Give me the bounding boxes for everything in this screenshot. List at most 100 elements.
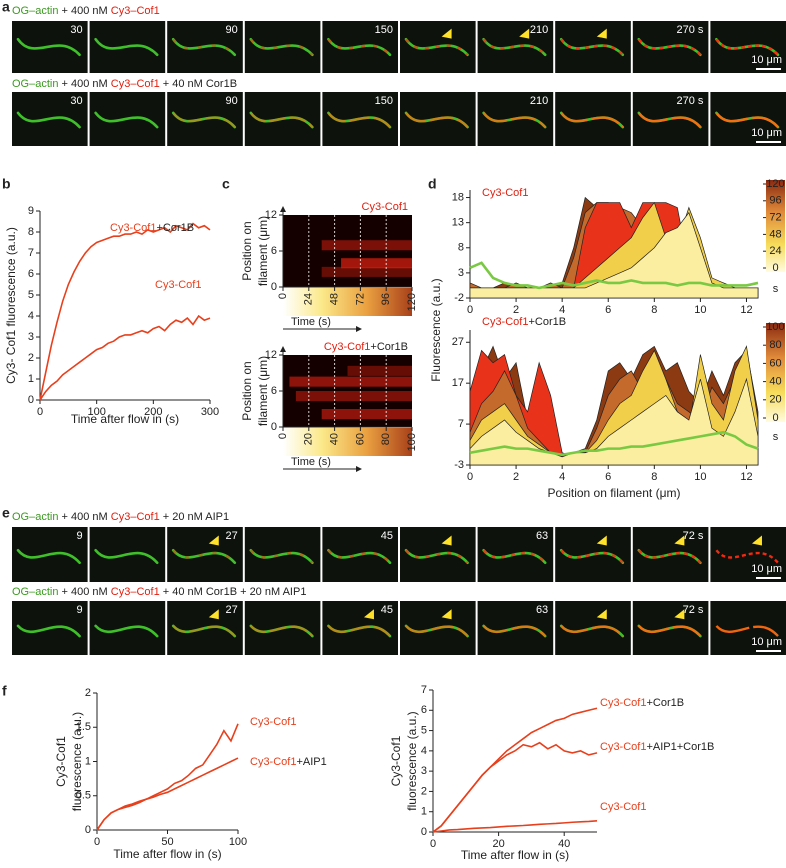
arrowhead — [674, 535, 685, 546]
x-tick-label: 300 — [201, 406, 219, 418]
data-line — [432, 820, 598, 833]
cofilin-signal — [249, 112, 314, 128]
kymograph-image — [283, 215, 412, 287]
y-tick-label: 7 — [421, 684, 427, 696]
x-tick-label: 12 — [740, 304, 752, 316]
y-tick-label: 27 — [452, 336, 464, 348]
time-label: 150 — [375, 24, 393, 36]
filament — [16, 37, 81, 57]
time-label: 270 s — [676, 95, 703, 107]
cofilin-signal — [637, 549, 702, 564]
scale-label: 10 μm — [751, 636, 782, 648]
title-part: + 400 nM — [58, 586, 110, 598]
data-line — [469, 430, 759, 457]
y-tick-label: 6 — [421, 704, 427, 716]
y-axis-label: Fluorescence (a.u.) — [429, 278, 443, 381]
cofilin-signal — [560, 112, 624, 128]
title-part: OG–actin — [12, 511, 58, 523]
label-part: Cy3-Cof1 — [600, 741, 646, 753]
x-tick-label: 10 — [694, 304, 706, 316]
y-tick-label: 3 — [28, 331, 34, 343]
x-tick-label: 0 — [37, 406, 43, 418]
y-tick-label: 4 — [28, 310, 34, 322]
x-tick-label: 10 — [694, 471, 706, 483]
cofilin-signal — [327, 625, 391, 637]
label-part: Cy3-Cof1 — [250, 716, 296, 728]
y-tick-label: 0 — [271, 421, 277, 433]
kymograph-band — [321, 240, 412, 251]
x-tick-label: 6 — [605, 304, 611, 316]
chart-title: Cy3-Cof1 — [362, 201, 408, 213]
colorbar-tick-label: 40 — [769, 376, 781, 388]
y-tick-label: 9 — [28, 205, 34, 217]
y-tick-label: 6 — [271, 245, 277, 257]
cofilin-signal — [482, 112, 547, 128]
x-tick-label: 0 — [467, 471, 473, 483]
row-title: OG–actin + 400 nM Cy3–Cof1 + 40 nM Cor1B… — [12, 586, 306, 598]
y-tick-label: -2 — [454, 292, 464, 304]
filament — [16, 548, 81, 565]
label-part: +Cor1B — [528, 316, 566, 328]
colorbar-tick-label: 20 — [769, 394, 781, 406]
y-tick-label: 12 — [265, 209, 277, 221]
time-label: 27 — [226, 530, 238, 542]
cofilin-signal — [405, 112, 469, 128]
x-tick-label: 8 — [651, 471, 657, 483]
y-tick-label: 18 — [452, 191, 464, 203]
colorbar-tick-label: 0 — [772, 412, 778, 424]
label-part: Cy3-Cof1 — [324, 341, 370, 353]
y-tick-label: -3 — [454, 459, 464, 471]
colorbar-tick-label: 80 — [769, 339, 781, 351]
arrowhead — [208, 609, 219, 620]
y-tick-label: 1.5 — [76, 721, 91, 733]
x-tick-label: 2 — [513, 471, 519, 483]
scale-label: 10 μm — [751, 563, 782, 575]
cofilin-signal — [249, 625, 314, 637]
x-tick-label: 4 — [559, 471, 565, 483]
y-axis-label: fluorescence (a.u.) — [405, 711, 419, 810]
panel-label: d — [428, 176, 437, 192]
label-part: Cy3-Cof1 — [110, 222, 156, 234]
y-axis-label: filament (μm) — [256, 216, 270, 286]
data-area — [469, 377, 759, 466]
x-tick-label: 0 — [277, 293, 289, 299]
data-line — [39, 314, 211, 401]
x-tick-label: 96 — [380, 293, 392, 305]
colorbar-tick-label: 96 — [769, 195, 781, 207]
label-part: Cy3-Cof1 — [482, 316, 528, 328]
time-label: 63 — [536, 530, 548, 542]
row-title: OG–actin + 400 nM Cy3–Cof1 + 20 nM AIP1 — [12, 511, 229, 523]
y-tick-label: 6 — [271, 385, 277, 397]
label-part: Cy3-Cof1 — [155, 279, 201, 291]
label-part: Cy3-Cof1 — [482, 187, 528, 199]
filament — [16, 624, 81, 638]
time-label: 9 — [76, 604, 82, 616]
x-axis-label: Time after flow in (s) — [113, 847, 221, 861]
y-tick-label: 7 — [458, 418, 464, 430]
filament — [94, 548, 159, 565]
time-label: 150 — [375, 95, 393, 107]
chart-title: Cy3-Cof1+Cor1B — [324, 341, 408, 353]
time-label: 90 — [226, 95, 238, 107]
label-part: +AIP1 — [296, 756, 326, 768]
filament — [94, 37, 159, 57]
x-axis-label: Time after flow in (s) — [461, 848, 569, 862]
series-label: Cy3-Cof1+AIP1+Cor1B — [600, 741, 714, 753]
time-label: 30 — [70, 95, 82, 107]
title-part: Cy3–Cof1 — [111, 511, 160, 523]
arrowhead — [674, 609, 685, 620]
filament — [327, 548, 392, 565]
label-part: Cy3-Cof1 — [250, 756, 296, 768]
filament — [171, 37, 237, 57]
arrowhead — [441, 28, 452, 39]
x-axis-label: Time (s) — [291, 456, 331, 468]
title-part: OG–actin — [12, 586, 58, 598]
x-tick-label: 50 — [161, 836, 173, 848]
x-tick-label: 4 — [559, 304, 565, 316]
data-area — [469, 211, 759, 299]
y-tick-label: 3 — [458, 267, 464, 279]
cofilin-signal — [715, 38, 779, 56]
colorbar-tick-label: 100 — [766, 321, 784, 333]
panel-label: c — [222, 176, 230, 192]
x-tick-label: 12 — [740, 471, 752, 483]
